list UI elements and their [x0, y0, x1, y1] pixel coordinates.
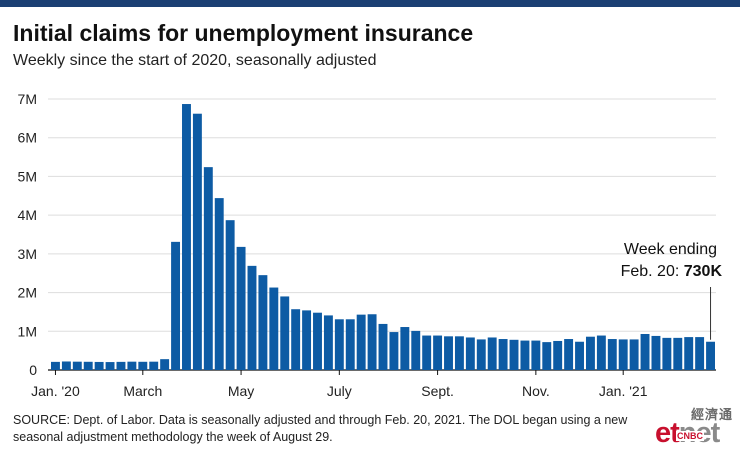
bar	[236, 246, 246, 370]
x-tick-label: Jan. '21	[599, 383, 648, 399]
y-tick-label: 4M	[18, 207, 37, 223]
bar	[334, 319, 344, 370]
bar	[258, 275, 268, 370]
bar	[422, 335, 432, 370]
x-tick-label: July	[327, 383, 352, 399]
bar	[72, 361, 82, 370]
bar	[433, 335, 443, 370]
bar	[367, 314, 377, 370]
bar	[61, 361, 71, 370]
bar	[105, 362, 115, 370]
bar-chart: 0 1M 2M 3M 4M 5M 6M 7M Jan. '20 March May July Sept…	[18, 91, 723, 399]
bar	[476, 339, 486, 370]
bar	[542, 342, 552, 370]
bar	[607, 339, 617, 370]
bar	[323, 315, 333, 370]
bar	[345, 319, 355, 370]
bar	[640, 333, 650, 370]
bar	[116, 361, 126, 370]
x-axis-labels: Jan. '20 March May July Sept. Nov. Jan. '21	[31, 370, 648, 399]
bar	[564, 339, 574, 370]
bar	[138, 361, 148, 370]
chart-subtitle: Weekly since the start of 2020, seasonal…	[13, 52, 377, 69]
annotation-value: 730K	[684, 263, 723, 280]
y-tick-label: 6M	[18, 130, 37, 146]
y-tick-label: 0	[29, 362, 37, 378]
etnet-cnbc-logo: 經濟通 etnet CNBC	[655, 404, 737, 450]
bar	[356, 314, 366, 370]
bar	[553, 340, 563, 370]
bar	[444, 336, 453, 370]
bar	[83, 361, 93, 370]
y-tick-label: 7M	[18, 91, 37, 107]
bar	[269, 287, 279, 370]
bar	[302, 310, 312, 370]
bar	[203, 167, 213, 370]
bars-group	[51, 104, 715, 370]
bar	[509, 339, 519, 370]
logo-chinese-text: 經濟通	[690, 407, 733, 422]
bar	[706, 341, 715, 370]
bar	[651, 335, 661, 370]
bar	[465, 337, 475, 370]
annotation-prefix: Feb. 20:	[621, 263, 684, 280]
x-tick-label: Nov.	[522, 383, 550, 399]
bar	[684, 337, 694, 370]
y-tick-label: 1M	[18, 323, 37, 339]
annotation-line-1: Week ending	[624, 241, 717, 258]
bar	[225, 220, 235, 370]
bar	[280, 296, 290, 370]
bar	[454, 336, 464, 370]
y-axis-labels: 0 1M 2M 3M 4M 5M 6M 7M	[18, 91, 38, 378]
bar	[51, 361, 60, 370]
source-note: SOURCE: Dept. of Labor. Data is seasonal…	[13, 413, 628, 444]
x-tick-label: March	[123, 383, 162, 399]
bar	[629, 339, 639, 370]
bar	[214, 198, 224, 370]
bar	[313, 312, 322, 370]
bar	[596, 335, 606, 370]
bar	[575, 341, 584, 370]
bar	[400, 327, 410, 370]
bar	[291, 309, 301, 370]
top-accent-bar	[0, 0, 740, 7]
annotation-line-2: Feb. 20: 730K	[621, 263, 723, 280]
logo-cnbc: CNBC	[676, 431, 704, 441]
x-tick-label: Jan. '20	[31, 383, 80, 399]
bar	[520, 340, 530, 370]
bar	[585, 336, 595, 370]
bar	[247, 265, 257, 370]
y-tick-label: 5M	[18, 168, 37, 184]
bar	[411, 330, 421, 370]
y-tick-label: 2M	[18, 285, 37, 301]
bar	[487, 337, 497, 370]
bar	[378, 323, 388, 370]
x-tick-label: May	[228, 383, 254, 399]
bar	[127, 361, 137, 370]
y-tick-label: 3M	[18, 246, 37, 262]
bar	[662, 337, 672, 370]
bar	[192, 113, 202, 370]
bar	[695, 337, 705, 370]
bar	[171, 241, 181, 370]
bar	[531, 340, 541, 370]
bar	[94, 361, 104, 370]
bar	[182, 104, 191, 370]
bar	[160, 359, 170, 370]
bar	[618, 339, 628, 370]
bar	[498, 339, 508, 370]
bar	[673, 337, 683, 370]
x-tick-label: Sept.	[421, 383, 454, 399]
bar	[389, 332, 399, 370]
chart-title: Initial claims for unemployment insuranc…	[13, 20, 474, 46]
bar	[149, 361, 159, 370]
